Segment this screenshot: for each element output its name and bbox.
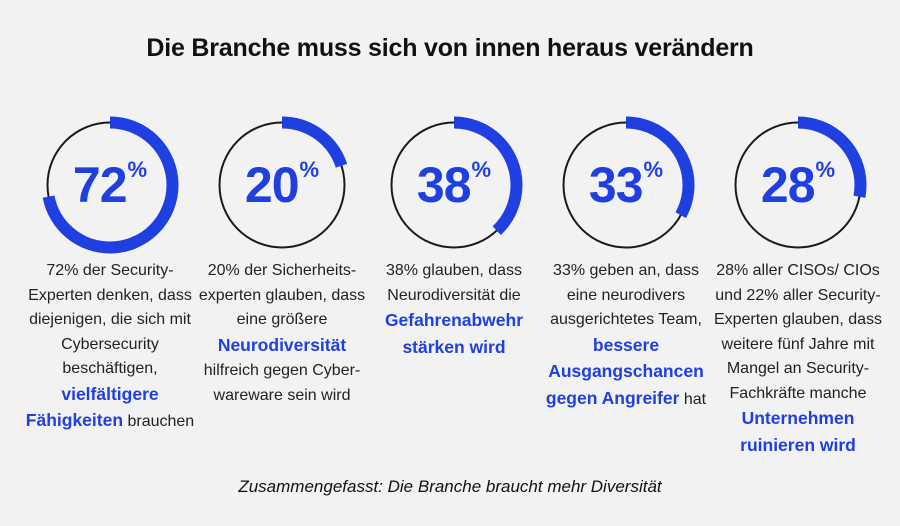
description-text-end: brauchen	[127, 413, 195, 430]
stat-description: 72% der Security-Experten denken, dass d…	[20, 259, 200, 435]
progress-ring-graphic	[41, 116, 179, 254]
summary-footer: Zusammengefasst: Die Branche braucht meh…	[238, 477, 662, 496]
ring-progress-arc	[385, 116, 523, 254]
stat-description: 28% aller CISOs/ CIOs und 22% aller Secu…	[708, 259, 888, 459]
description-highlight: Gefahrenabwehr stärken wird	[384, 310, 524, 357]
progress-ring-graphic	[213, 116, 351, 254]
stat-card-4: 33 % 33% geben an, dass eine neurodivers…	[536, 115, 716, 412]
percent-sign: %	[299, 157, 320, 182]
percent-sign: %	[815, 157, 836, 182]
percent-sign: %	[127, 157, 148, 182]
stat-number: 72	[72, 157, 128, 213]
stat-description: 20% der Sicherheits-experten glauben, da…	[192, 259, 372, 408]
stat-card-5: 28 % 28% aller CISOs/ CIOs und 22% aller…	[708, 115, 888, 459]
stat-value: 38 %	[384, 115, 524, 255]
stat-card-1: 72 % 72% der Security-Experten denken, d…	[20, 115, 200, 435]
description-highlight: bessere Ausgangschancen gegen Angreifer	[545, 334, 704, 408]
progress-ring-graphic	[729, 116, 867, 254]
stat-value: 72 %	[40, 115, 180, 255]
progress-ring: 33 %	[556, 115, 696, 255]
stat-value: 33 %	[556, 115, 696, 255]
description-text: 33% geben an, dass eine neurodivers ausg…	[550, 262, 702, 328]
description-text: 72% der Security-Experten denken, dass d…	[28, 262, 192, 377]
ring-progress-arc	[729, 116, 867, 254]
description-highlight: Neurodiversität	[217, 334, 347, 355]
progress-ring: 38 %	[384, 115, 524, 255]
percent-sign: %	[643, 157, 664, 182]
page-title: Die Branche muss sich von innen heraus v…	[146, 34, 754, 62]
stat-description: 33% geben an, dass eine neurodivers ausg…	[536, 259, 716, 412]
description-highlight: Unternehmen ruinieren wird	[740, 408, 856, 455]
progress-ring-graphic	[385, 116, 523, 254]
ring-progress-arc	[213, 116, 351, 254]
stat-number: 20	[244, 157, 300, 213]
description-text: 20% der Sicherheits-experten glauben, da…	[198, 262, 366, 328]
description-text: 28% aller CISOs/ CIOs und 22% aller Secu…	[713, 262, 883, 402]
description-highlight: vielfältigere Fähigkeiten	[25, 383, 159, 431]
progress-ring: 72 %	[40, 115, 180, 255]
progress-ring: 20 %	[212, 115, 352, 255]
description-text-end: hat	[683, 390, 707, 408]
ring-progress-arc	[557, 116, 695, 254]
stat-card-3: 38 % 38% glauben, dass Neurodiversität d…	[364, 115, 544, 361]
stat-description: 38% glauben, dass Neurodiversität die Ge…	[364, 259, 544, 361]
stat-value: 28 %	[728, 115, 868, 255]
stat-number: 28	[760, 157, 816, 213]
description-text: 38% glauben, dass Neurodiversität die	[385, 262, 523, 304]
percent-sign: %	[471, 157, 492, 182]
progress-ring: 28 %	[728, 115, 868, 255]
ring-progress-arc	[41, 116, 179, 254]
progress-ring-graphic	[557, 116, 695, 254]
stat-value: 20 %	[212, 115, 352, 255]
stat-number: 33	[588, 157, 644, 213]
stat-number: 38	[416, 157, 472, 213]
stat-card-2: 20 % 20% der Sicherheits-experten glaube…	[192, 115, 372, 408]
description-text-end: hilfreich gegen Cyber-wareware sein wird	[203, 362, 361, 404]
